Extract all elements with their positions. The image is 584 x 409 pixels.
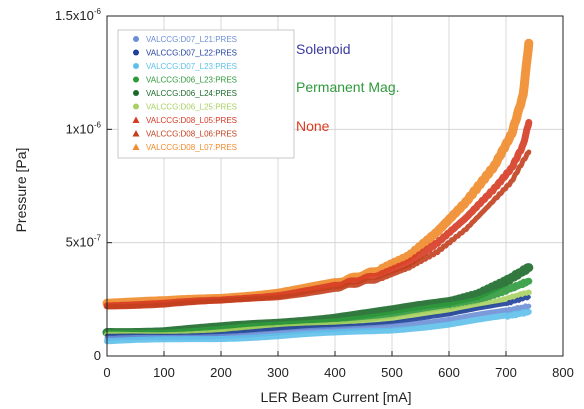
legend-group-label: Solenoid: [296, 41, 351, 57]
y-axis-title: Pressure [Pa]: [13, 148, 29, 233]
legend-marker-circle: [133, 63, 139, 69]
legend-entry-label: VALCCG:D08_L05:PRES: [146, 116, 237, 125]
legend-group-label: Permanent Mag.: [296, 79, 400, 95]
y-tick-base: 1.5x10: [55, 8, 94, 23]
legend-entry-label: VALCCG:D07_L21:PRES: [146, 35, 237, 44]
legend-entry-label: VALCCG:D06_L23:PRES: [146, 76, 237, 85]
x-tick-label: 700: [495, 365, 517, 380]
legend-marker-circle: [133, 76, 139, 83]
legend-marker-circle: [133, 36, 139, 42]
series-line: [104, 149, 532, 310]
y-tick-label: 1.5x10-6: [55, 7, 102, 23]
y-tick-label: 5x10-7: [66, 234, 102, 250]
y-tick-label: 0: [94, 348, 101, 363]
x-tick-label: 300: [267, 365, 289, 380]
series-line: [104, 308, 532, 345]
legend-entry-label: VALCCG:D06_L25:PRES: [146, 103, 237, 112]
x-tick-label: 0: [103, 365, 110, 380]
legend-marker-circle: [133, 90, 139, 96]
legend-box: [117, 29, 295, 159]
x-axis-title: LER Beam Current [mA]: [261, 389, 412, 405]
y-tick-exponent: -7: [94, 234, 102, 243]
x-tick-label: 500: [381, 365, 403, 380]
legend-entry-label: VALCCG:D07_L22:PRES: [146, 49, 237, 58]
axis-ticks: 0 100 200 300 400 500 600 700 80005x10-71x10-61.…: [55, 7, 574, 380]
legend-entry-label: VALCCG:D07_L23:PRES: [146, 62, 237, 71]
y-tick-base: 1x10: [66, 121, 94, 136]
y-tick-base: 5x10: [66, 235, 94, 250]
x-tick-label: 400: [324, 365, 346, 380]
x-tick-label: 100: [153, 365, 175, 380]
legend: VALCCG:D07_L21:PRES VALCCG:D07_L22:PRES VA…: [117, 29, 400, 159]
legend-marker-circle: [133, 103, 139, 110]
legend-group-label: None: [296, 118, 330, 134]
x-tick-label: 600: [438, 365, 460, 380]
y-tick-exponent: -6: [94, 120, 102, 129]
x-tick-label: 200: [210, 365, 232, 380]
y-tick-label: 1x10-6: [66, 120, 102, 136]
legend-marker-triangle: [132, 143, 140, 150]
legend-entry-label: VALCCG:D08_L07:PRES: [146, 143, 237, 152]
legend-marker-triangle: [132, 116, 140, 123]
x-tick-label: 800: [552, 365, 574, 380]
y-tick-exponent: -6: [94, 7, 102, 16]
legend-entry-label: VALCCG:D06_L24:PRES: [146, 89, 237, 98]
legend-entry-label: VALCCG:D08_L06:PRES: [146, 130, 237, 139]
legend-marker-circle: [133, 49, 139, 56]
y-tick-base: 0: [94, 348, 101, 363]
legend-marker-triangle: [132, 130, 140, 137]
data-series: [102, 38, 534, 345]
